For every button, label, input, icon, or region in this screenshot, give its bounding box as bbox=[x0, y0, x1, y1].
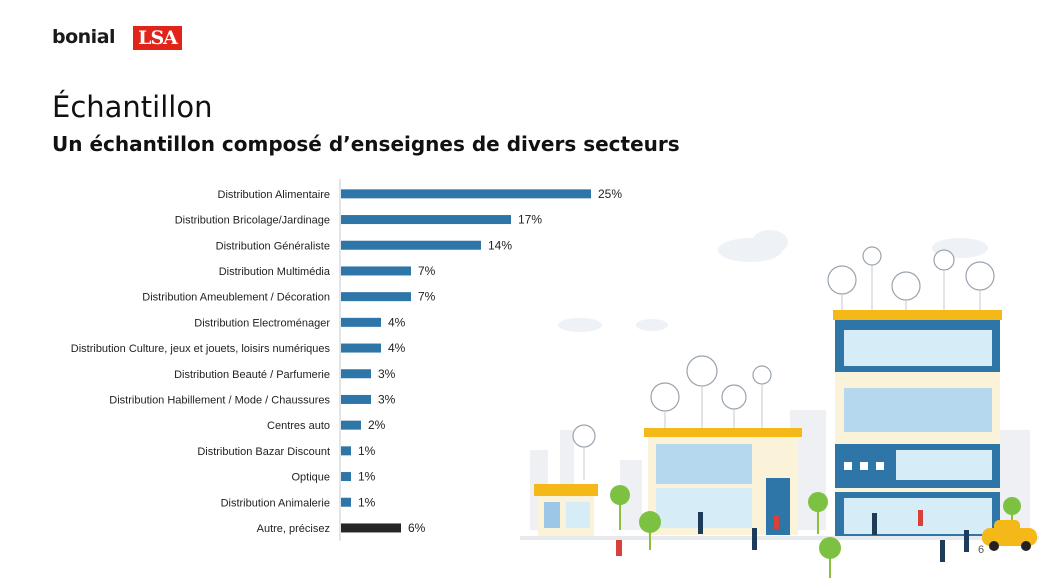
category-label: Distribution Animalerie bbox=[221, 497, 330, 509]
bar bbox=[341, 497, 351, 507]
bar bbox=[341, 292, 411, 302]
bar bbox=[341, 369, 371, 379]
bonial-logo: bonial bbox=[52, 26, 116, 48]
value-label: 7% bbox=[418, 264, 436, 278]
bar-chart: Distribution Alimentaire 25% Distribution … bbox=[71, 179, 622, 541]
value-label: 1% bbox=[358, 470, 376, 484]
category-label: Autre, précisez bbox=[257, 523, 330, 535]
value-label: 3% bbox=[378, 367, 396, 381]
value-label: 25% bbox=[598, 187, 622, 201]
value-label: 1% bbox=[358, 444, 376, 458]
category-label: Distribution Beauté / Parfumerie bbox=[174, 369, 330, 381]
value-label: 3% bbox=[378, 392, 396, 406]
category-label: Distribution Electroménager bbox=[194, 317, 330, 329]
category-label: Distribution Culture, jeux et jouets, lo… bbox=[71, 343, 331, 355]
category-label: Distribution Bricolage/Jardinage bbox=[175, 215, 330, 227]
value-label: 2% bbox=[368, 418, 386, 432]
category-label: Distribution Ameublement / Décoration bbox=[142, 292, 330, 304]
page-number: 6 bbox=[978, 544, 985, 556]
bar bbox=[341, 189, 591, 199]
bar bbox=[341, 420, 361, 430]
value-label: 4% bbox=[388, 315, 406, 329]
value-label: 4% bbox=[388, 341, 406, 355]
city-shops-illustration bbox=[520, 230, 1039, 578]
value-label: 7% bbox=[418, 290, 436, 304]
category-label: Centres auto bbox=[267, 420, 330, 432]
value-label: 1% bbox=[358, 495, 376, 509]
category-label: Distribution Bazar Discount bbox=[197, 446, 330, 458]
bar bbox=[341, 266, 411, 276]
value-label: 6% bbox=[408, 521, 426, 535]
category-label: Distribution Habillement / Mode / Chauss… bbox=[109, 394, 330, 406]
bar bbox=[341, 394, 371, 404]
value-label: 14% bbox=[488, 238, 512, 252]
category-label: Optique bbox=[291, 472, 330, 484]
bar bbox=[341, 317, 381, 327]
value-label: 17% bbox=[518, 213, 542, 227]
category-label: Distribution Multimédia bbox=[219, 266, 331, 278]
page-subtitle: Un échantillon composé d’enseignes de di… bbox=[52, 132, 680, 156]
bar bbox=[341, 240, 481, 250]
bar bbox=[341, 215, 511, 225]
bar bbox=[341, 343, 381, 353]
page-title: Échantillon bbox=[52, 90, 213, 124]
category-label: Distribution Généraliste bbox=[216, 240, 330, 252]
bar bbox=[341, 446, 351, 456]
lsa-logo: LSA bbox=[133, 26, 182, 50]
bar bbox=[341, 523, 401, 533]
bar bbox=[341, 472, 351, 482]
category-label: Distribution Alimentaire bbox=[218, 189, 331, 201]
